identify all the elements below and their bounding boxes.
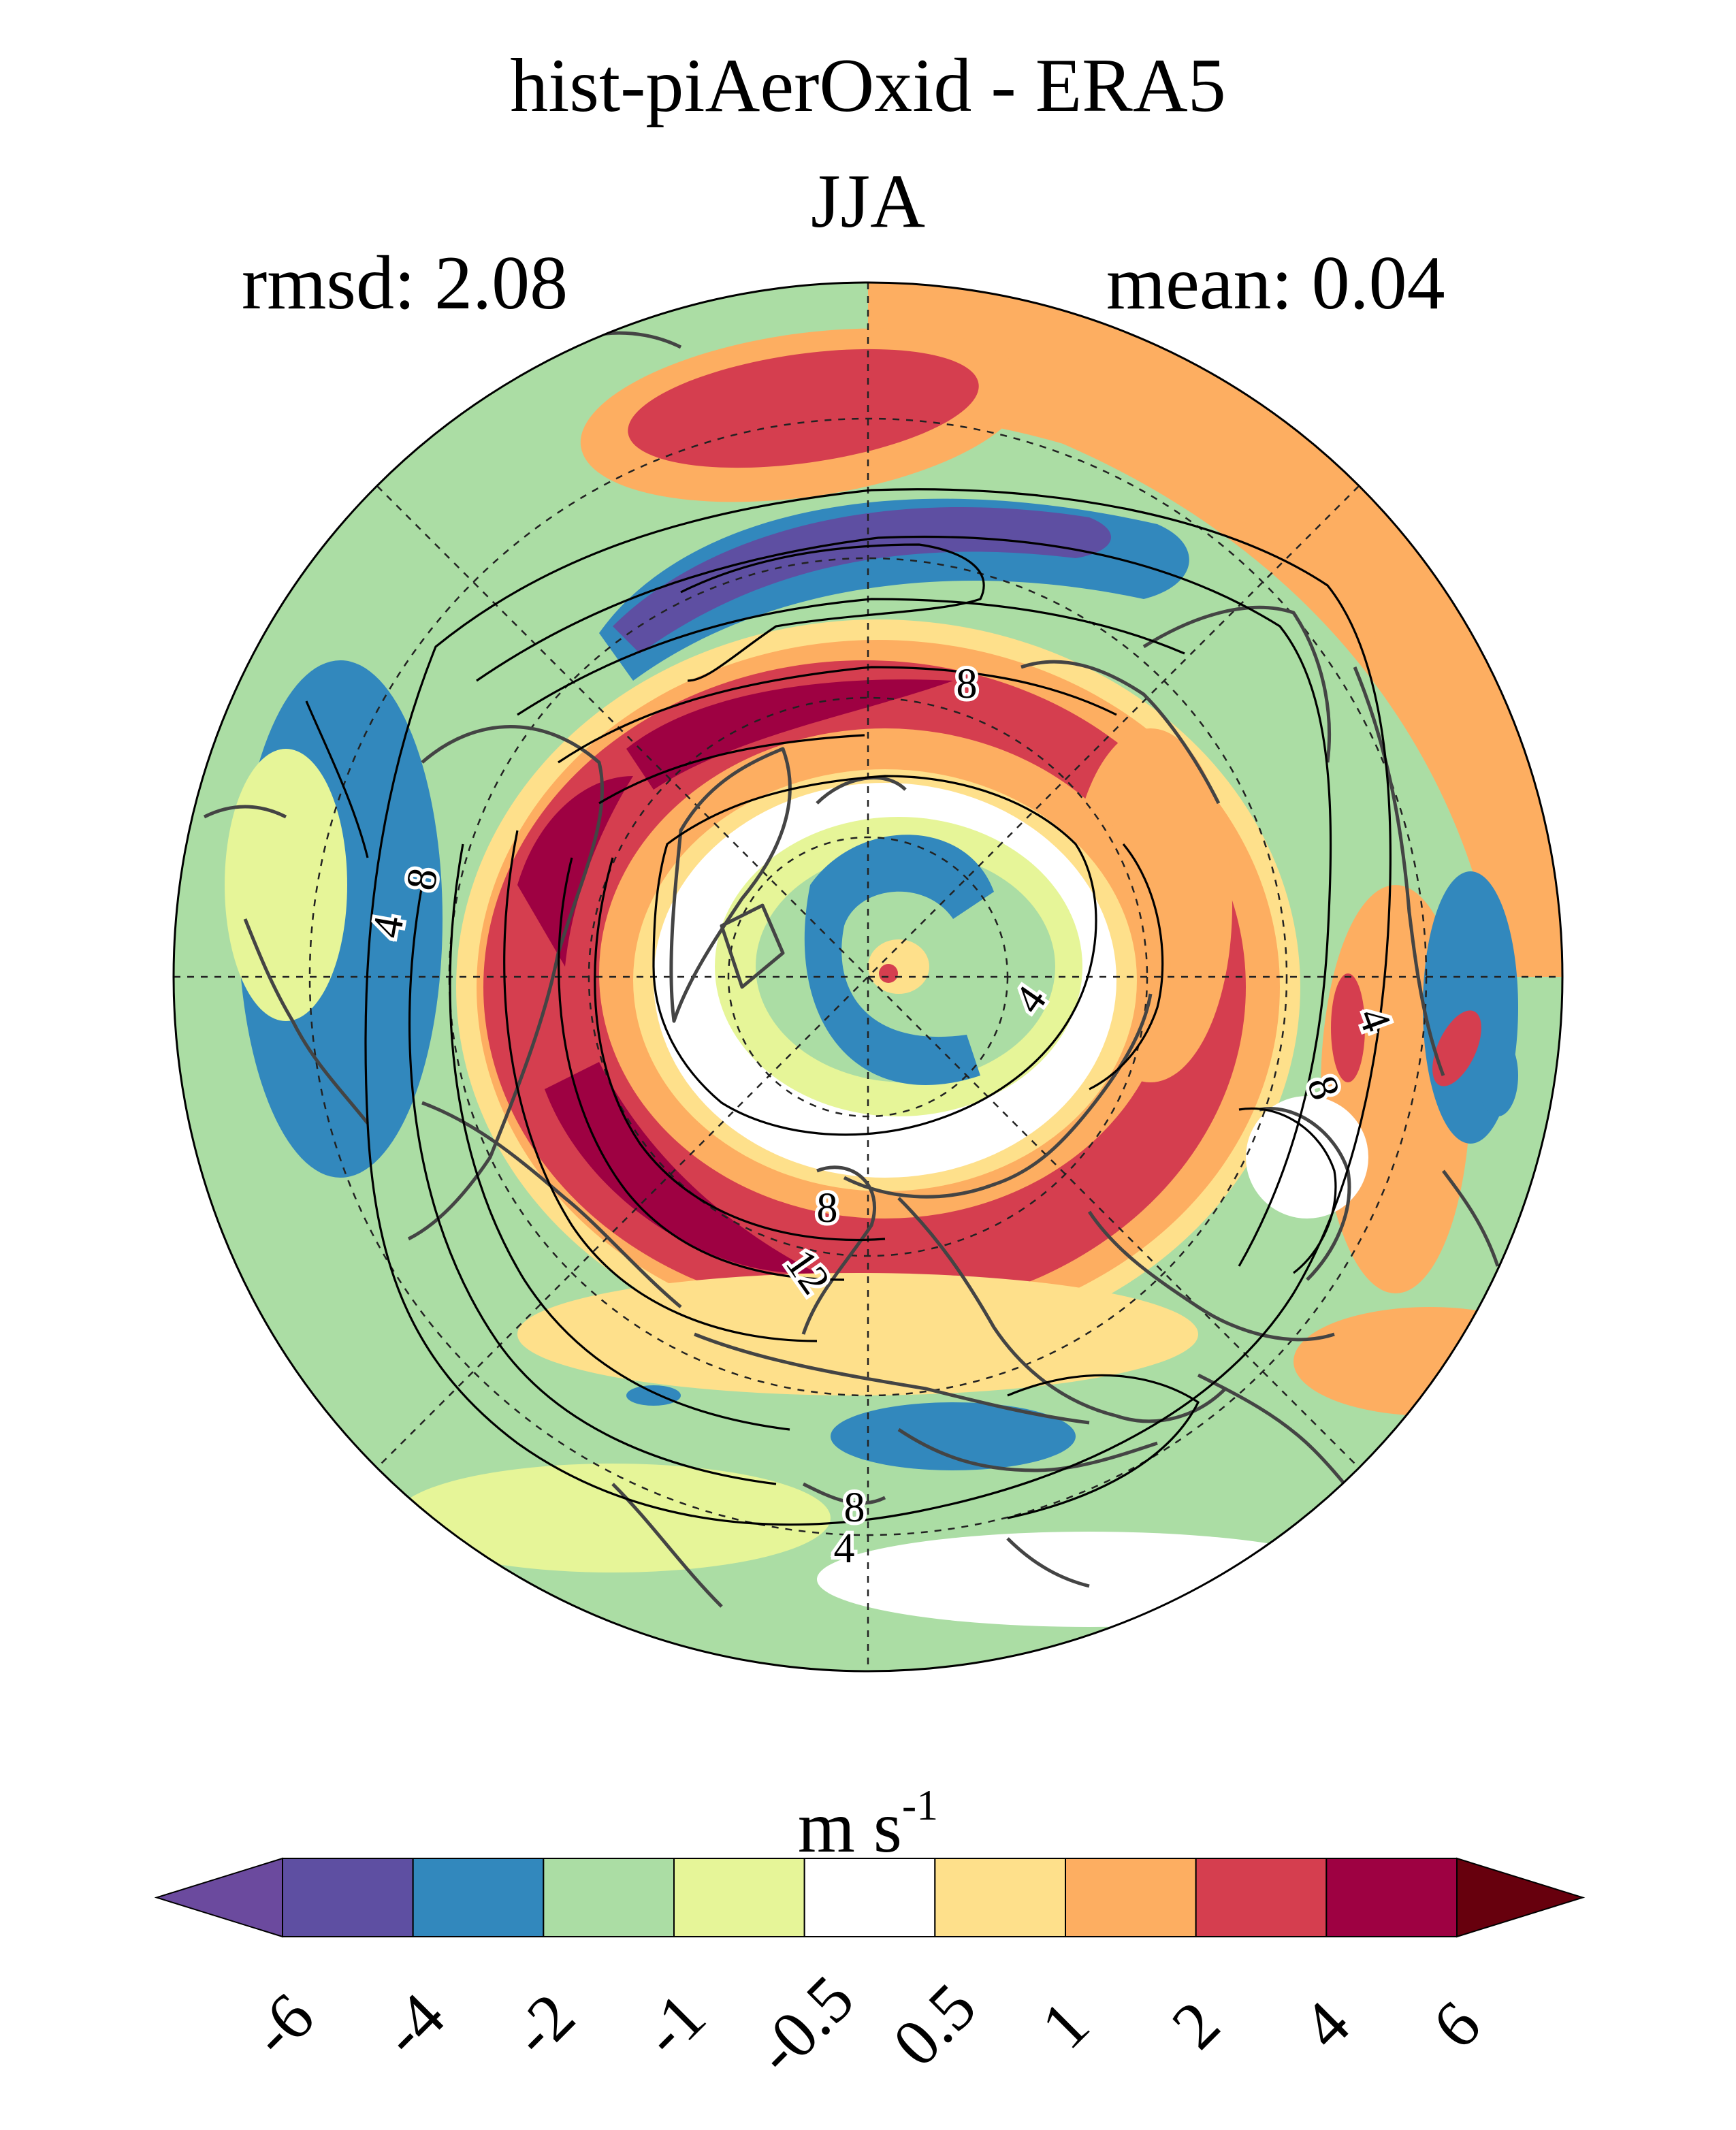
colorbar-tick-label: -6 bbox=[236, 1979, 329, 2071]
colorbar-swatch bbox=[1195, 1858, 1328, 1937]
contour-label: 4 bbox=[834, 1526, 855, 1572]
colorbar-tick-label: -4 bbox=[367, 1979, 459, 2071]
colorbar-tick-label: 0.5 bbox=[879, 1969, 991, 2081]
colorbar-swatch bbox=[1325, 1858, 1458, 1937]
colorbar-tick-label: -2 bbox=[498, 1979, 590, 2071]
graticule bbox=[174, 283, 1562, 1671]
season-subtitle: JJA bbox=[810, 159, 926, 244]
map-title: hist-piAerOxid - ERA5 bbox=[510, 44, 1226, 128]
mean-label: mean: 0.04 bbox=[1106, 241, 1445, 325]
colorbar-swatch bbox=[803, 1858, 936, 1937]
colorbar-under-triangle bbox=[154, 1857, 283, 1938]
climatology-contours bbox=[305, 488, 1562, 1651]
colorbar bbox=[154, 1857, 1586, 1938]
colorbar-tick-label: -1 bbox=[628, 1979, 720, 2071]
colorbar-tick-label: 1 bbox=[1027, 1987, 1104, 2063]
globe-outline bbox=[172, 281, 1564, 1673]
colorbar-tick-label: -0.5 bbox=[741, 1961, 868, 2089]
unit-base: m s bbox=[797, 1787, 902, 1868]
colorbar-swatch bbox=[412, 1858, 545, 1937]
colorbar-tick-label: 6 bbox=[1419, 1987, 1495, 2063]
contour-label: 8 bbox=[817, 1185, 838, 1231]
colorbar-tick-label: 2 bbox=[1158, 1987, 1234, 2063]
colorbar-swatch bbox=[1065, 1858, 1197, 1937]
colorbar-swatch bbox=[543, 1858, 675, 1937]
colorbar-over-triangle bbox=[1456, 1857, 1586, 1938]
unit-exponent: -1 bbox=[901, 1781, 939, 1829]
coastlines bbox=[203, 331, 1500, 1608]
colorbar-swatch bbox=[934, 1858, 1067, 1937]
polar-map: 8 8 4 8 4 4 8 8 12 8 4 bbox=[172, 281, 1564, 1673]
colorbar-swatch bbox=[282, 1858, 414, 1937]
contour-label: 8 bbox=[957, 661, 978, 707]
contour-label: 8 bbox=[844, 1485, 865, 1531]
colorbar-tick-label: 4 bbox=[1288, 1987, 1364, 2063]
colorbar-units: m s-1 bbox=[0, 1784, 1736, 1868]
rmsd-label: rmsd: 2.08 bbox=[242, 241, 568, 325]
colorbar-swatch bbox=[673, 1858, 805, 1937]
